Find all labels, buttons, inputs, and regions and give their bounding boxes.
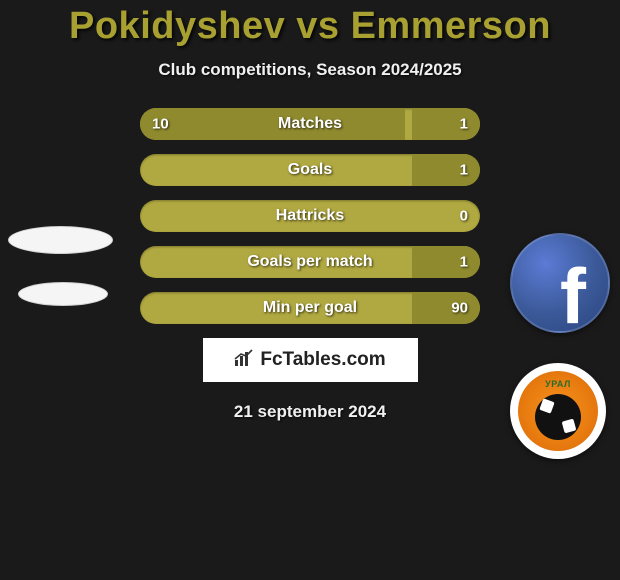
stat-row: Goals1 <box>140 154 480 186</box>
player-left-avatars <box>8 226 113 334</box>
stat-value-right: 0 <box>460 208 468 225</box>
chart-icon <box>234 349 254 372</box>
stat-label: Goals <box>140 161 480 179</box>
stat-label: Matches <box>140 115 480 133</box>
comparison-widget: Pokidyshev vs Emmerson Club competitions… <box>0 0 620 422</box>
club-badge: УРАЛ <box>510 363 606 459</box>
stat-label: Min per goal <box>140 299 480 317</box>
facebook-share-button[interactable]: f <box>510 233 610 333</box>
stat-bars: Matches101Goals1Hattricks0Goals per matc… <box>140 108 480 324</box>
page-subtitle: Club competitions, Season 2024/2025 <box>0 60 620 80</box>
club-badge-text: УРАЛ <box>518 379 598 389</box>
stat-label: Goals per match <box>140 253 480 271</box>
stat-value-right: 1 <box>460 116 468 133</box>
stat-row: Goals per match1 <box>140 246 480 278</box>
stats-area: f УРАЛ Matches101Goals1Hattricks0Goals p… <box>0 108 620 324</box>
site-attribution[interactable]: FcTables.com <box>203 338 418 382</box>
stat-value-right: 90 <box>451 300 468 317</box>
club-badge-inner: УРАЛ <box>518 371 598 451</box>
stat-value-right: 1 <box>460 162 468 179</box>
avatar-placeholder <box>8 226 113 254</box>
page-title: Pokidyshev vs Emmerson <box>0 5 620 48</box>
soccer-ball-icon <box>535 394 581 440</box>
stat-value-left: 10 <box>152 116 169 133</box>
stat-value-right: 1 <box>460 254 468 271</box>
badges-right: f УРАЛ <box>510 233 610 459</box>
facebook-icon: f <box>560 261 586 331</box>
stat-row: Hattricks0 <box>140 200 480 232</box>
avatar-placeholder <box>18 282 108 306</box>
site-label: FcTables.com <box>260 349 385 371</box>
stat-label: Hattricks <box>140 207 480 225</box>
stat-row: Matches10 1 <box>140 108 480 140</box>
stat-row: Min per goal90 <box>140 292 480 324</box>
